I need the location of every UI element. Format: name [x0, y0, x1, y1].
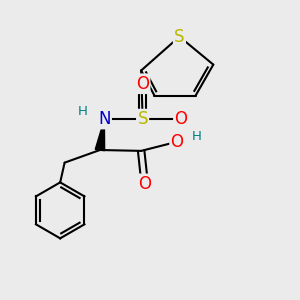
- Text: O: O: [136, 75, 149, 93]
- Polygon shape: [95, 119, 105, 151]
- Text: O: O: [171, 133, 184, 151]
- Text: H: H: [191, 130, 201, 143]
- Text: O: O: [138, 175, 151, 193]
- Text: S: S: [137, 110, 148, 128]
- Text: O: O: [174, 110, 188, 128]
- Text: S: S: [174, 28, 185, 46]
- Text: H: H: [77, 105, 87, 118]
- Text: N: N: [98, 110, 111, 128]
